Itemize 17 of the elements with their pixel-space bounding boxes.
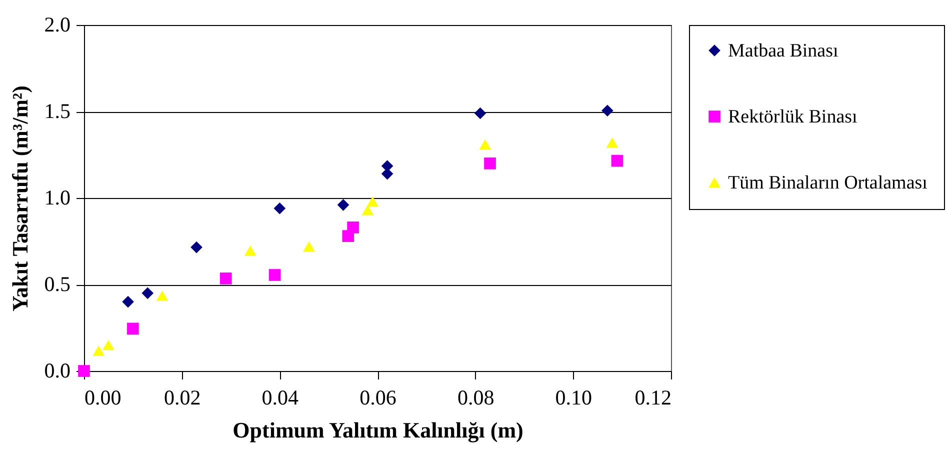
x-tick-label: 0.10 (555, 386, 592, 410)
y-tick-label: 2.0 (44, 12, 70, 36)
y-tick-label: 1.0 (44, 186, 70, 210)
x-axis-title: Optimum Yalıtım Kalınlığı (m) (232, 418, 524, 442)
legend-label: Rektörlük Binası (728, 106, 858, 128)
y-tick-label: 0.5 (44, 272, 70, 296)
y-axis-title: Yakıt Tasarrufu (m³/m²) (7, 86, 32, 312)
x-tick-label: 0.12 (634, 386, 672, 410)
legend-label: Tüm Binaların Ortalaması (728, 172, 928, 194)
x-tick-label: 0.08 (457, 386, 494, 410)
legend-label: Matbaa Binası (728, 40, 838, 62)
x-tick-label: 0.02 (164, 386, 201, 410)
y-tick-label: 1.5 (44, 99, 70, 123)
y-tick-label: 0.0 (44, 358, 70, 382)
x-tick-label: 0.06 (360, 386, 396, 410)
x-tick-label: 0.04 (262, 386, 300, 410)
x-tick-label: 0.00 (84, 386, 122, 410)
